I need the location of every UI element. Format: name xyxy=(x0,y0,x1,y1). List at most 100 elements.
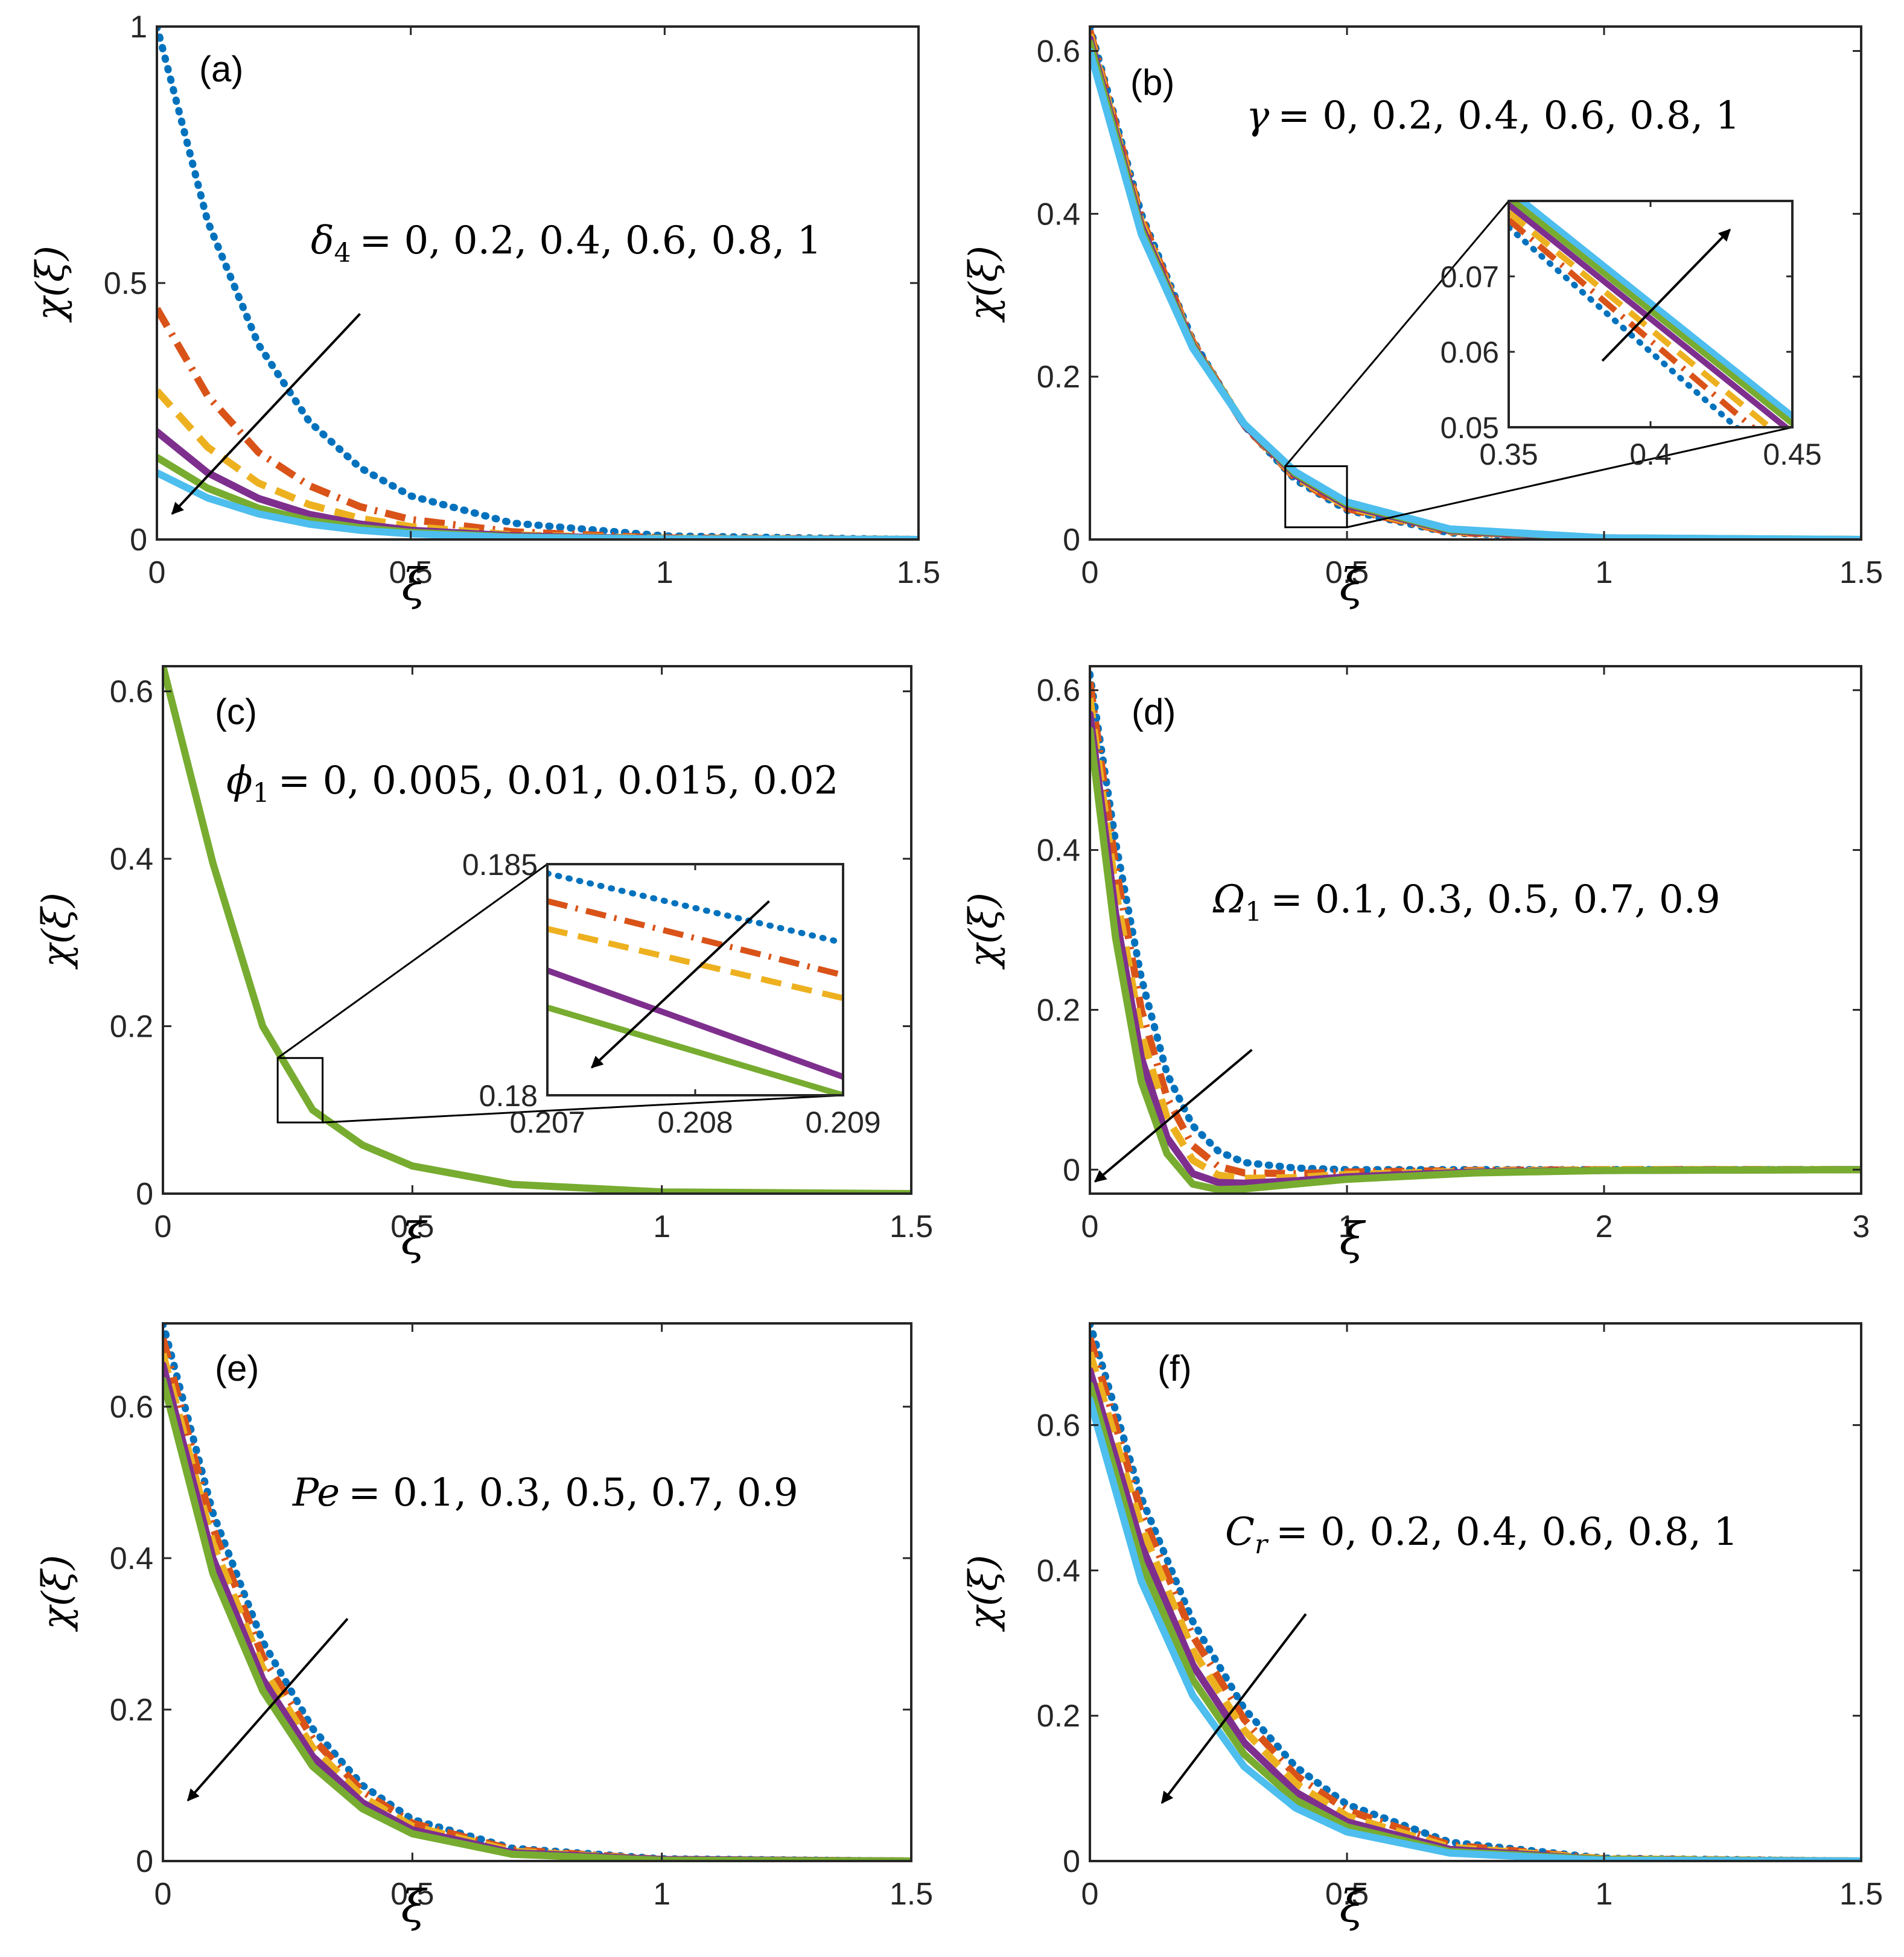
y-axis-label: χ(ξ) xyxy=(34,1555,79,1632)
inset: 0.35 0.4 0.45 0.05 0.06 0.07 xyxy=(1441,200,1822,471)
panel-b: 0 0.5 1 1.5 0 0.2 0.4 0.6 ξ χ(ξ) (b) γ = 0, 0.2, 0.4… xyxy=(961,25,1883,611)
zoom-box xyxy=(276,1057,324,1124)
y-axis-label: χ(ξ) xyxy=(961,246,1006,323)
annotation-symbol: γ xyxy=(1246,94,1270,138)
axis-ytick-label: 0.4 xyxy=(110,842,153,877)
axis-xtick-label: 1 xyxy=(653,1877,670,1912)
x-axis-label: ξ xyxy=(1340,559,1366,611)
inset-axis-xtick-label: 0.208 xyxy=(657,1106,733,1139)
axis-xtick-label: 0 xyxy=(1081,555,1099,590)
annotation-subscript: 1 xyxy=(1245,897,1262,928)
axes-box xyxy=(162,665,912,1195)
curve-series-2 xyxy=(163,1337,911,1861)
parameter-annotation: Cr = 0, 0.2, 0.4, 0.6, 0.8, 1 xyxy=(1225,1510,1738,1560)
curves xyxy=(1090,670,1861,1194)
parameter-annotation: Ω1 = 0.1, 0.3, 0.5, 0.7, 0.9 xyxy=(1212,877,1721,928)
axis-xtick-label: 0.5 xyxy=(1325,1877,1369,1912)
x-axis-label: ξ xyxy=(1340,1213,1366,1265)
curve-series-2 xyxy=(1090,681,1861,1177)
curve-series-5 xyxy=(1090,1381,1861,1861)
annotation-subscript: r xyxy=(1255,1529,1269,1560)
curves xyxy=(1090,27,1861,539)
axis-ytick-label: 0 xyxy=(136,1177,153,1212)
inset-trend-arrow xyxy=(1601,229,1731,362)
axes-box xyxy=(162,1322,912,1862)
annotation-symbol: Ω xyxy=(1212,877,1245,922)
curve-series-5 xyxy=(1090,726,1861,1194)
panel-f: 0 0.5 1 1.5 0 0.2 0.4 0.6 ξ χ(ξ) (f) Cr = 0, 0.2, 0.… xyxy=(961,1322,1883,1932)
annotation-symbol: Pe xyxy=(292,1471,340,1515)
y-axis-label: χ(ξ) xyxy=(961,1555,1006,1632)
trend-arrow xyxy=(186,1618,349,1802)
axis-ytick-label: 0 xyxy=(130,523,147,558)
axis-ytick-label: 0.2 xyxy=(1037,360,1080,395)
panel-label: (e) xyxy=(215,1348,259,1389)
axis-ytick-label: 0.2 xyxy=(1037,1699,1080,1734)
curve-series-2 xyxy=(1090,1337,1861,1861)
inset-axis-xtick-label: 0.4 xyxy=(1629,438,1672,471)
curves xyxy=(163,666,911,1194)
axis-ytick-label: 0.2 xyxy=(110,1010,153,1045)
parameter-annotation: ϕ1 = 0, 0.005, 0.01, 0.015, 0.02 xyxy=(226,759,839,809)
axis-ytick-label: 0.2 xyxy=(1037,993,1080,1028)
curve-series-1 xyxy=(157,27,919,539)
curve-series-4 xyxy=(1090,710,1861,1187)
axis-xtick-label: 0 xyxy=(1081,1877,1099,1912)
y-axis-label: χ(ξ) xyxy=(34,893,79,970)
curve-series-5 xyxy=(163,1376,911,1861)
axis-xtick-label: 0.5 xyxy=(1325,555,1369,590)
curve-series-3 xyxy=(163,1352,911,1861)
axis-xtick-label: 1.5 xyxy=(890,1209,933,1244)
inset-curve-series-1 xyxy=(1509,224,1741,427)
curves xyxy=(1090,1323,1861,1861)
axis-xtick-label: 0.5 xyxy=(390,1209,434,1244)
inset-curves xyxy=(547,870,843,1095)
axis-ytick-label: 0 xyxy=(136,1844,153,1879)
trend-arrow xyxy=(171,313,361,515)
axis-ytick-label: 0.2 xyxy=(110,1693,153,1728)
inset-axis-ytick-label: 0.18 xyxy=(479,1079,538,1113)
axis-xtick-label: 1.5 xyxy=(1839,1877,1883,1912)
axis-xtick-label: 1 xyxy=(1596,1877,1613,1912)
axis-ytick-label: 0.4 xyxy=(1037,197,1080,232)
axis-ytick-label: 0.6 xyxy=(110,675,153,710)
axis-ytick-label: 0 xyxy=(1063,1844,1080,1879)
inset-axis-ytick-label: 0.06 xyxy=(1441,336,1499,369)
inset-axis-xtick-label: 0.209 xyxy=(805,1106,880,1139)
axis-xtick-label: 1.5 xyxy=(897,555,940,590)
annotation-subscript: 4 xyxy=(334,238,351,269)
axis-xtick-label: 1 xyxy=(653,1209,670,1244)
curve-series-4 xyxy=(163,1361,911,1861)
axis-xtick-label: 0 xyxy=(154,1877,172,1912)
axis-xtick-label: 1 xyxy=(656,555,673,590)
inset-axis-ytick-label: 0.185 xyxy=(462,848,538,882)
axes-box xyxy=(1089,25,1862,541)
parameter-annotation: Pe = 0.1, 0.3, 0.5, 0.7, 0.9 xyxy=(292,1471,798,1515)
axes-box xyxy=(1089,1322,1862,1862)
zoom-box xyxy=(1284,465,1348,529)
inset-curve-series-6 xyxy=(1518,201,1792,419)
zoom-connector xyxy=(1284,200,1510,467)
axis-xtick-label: 1 xyxy=(1596,555,1613,590)
x-axis-label: ξ xyxy=(401,1880,428,1932)
panel-label: (a) xyxy=(199,49,243,89)
panel-label: (c) xyxy=(215,692,257,732)
axis-xtick-label: 1.5 xyxy=(1839,555,1883,590)
axis-ytick-label: 0.4 xyxy=(1037,1553,1080,1588)
zoom-connector xyxy=(277,863,548,1059)
axis-xtick-label: 0.5 xyxy=(389,555,433,590)
x-axis-label: ξ xyxy=(401,1213,428,1265)
axis-ytick-label: 0.4 xyxy=(110,1541,153,1576)
axis-ytick-label: 0 xyxy=(1063,523,1080,558)
y-axis-label: χ(ξ) xyxy=(28,246,73,323)
curve-series-1 xyxy=(163,666,911,1194)
axis-xtick-label: 1 xyxy=(1339,1209,1356,1244)
annotation-subscript: 1 xyxy=(253,778,270,809)
curve-series-6 xyxy=(1090,1396,1861,1861)
curves xyxy=(157,27,919,539)
axis-ytick-label: 0.6 xyxy=(1037,34,1080,69)
panel-c: 0 0.5 1 1.500.20.40.6ξχ(ξ)(c)ϕ1 = 0, 0.005, … xyxy=(34,665,933,1265)
parameter-annotation: γ = 0, 0.2, 0.4, 0.6, 0.8, 1 xyxy=(1246,94,1740,138)
axis-ytick-label: 0.5 xyxy=(104,266,147,301)
